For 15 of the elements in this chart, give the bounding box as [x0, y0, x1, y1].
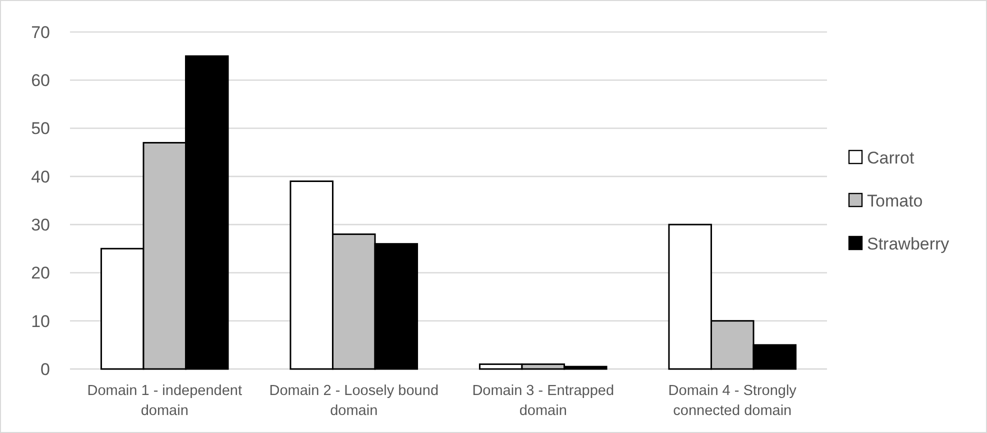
y-tick-label: 0 — [40, 360, 50, 379]
legend-label: Tomato — [867, 191, 923, 210]
legend-label: Strawberry — [867, 234, 950, 254]
y-tick-label: 10 — [31, 312, 50, 331]
legend-label: Carrot — [867, 148, 915, 168]
y-tick-label: 70 — [31, 22, 50, 42]
y-tick-label: 60 — [31, 71, 50, 90]
y-tick-label: 30 — [31, 216, 50, 235]
y-tick-label: 40 — [31, 167, 50, 186]
x-tick-label: Domain 3 - Entrapped domain — [472, 383, 614, 419]
x-tick-label: Domain 1 - independent domain — [87, 383, 242, 419]
x-tick-label: Domain 2 - Loosely bound domain — [269, 383, 439, 419]
x-tick-label: Domain 4 - Strongly connected domain — [668, 383, 798, 419]
y-tick-label: 20 — [31, 264, 50, 283]
y-tick-label: 50 — [31, 119, 50, 138]
